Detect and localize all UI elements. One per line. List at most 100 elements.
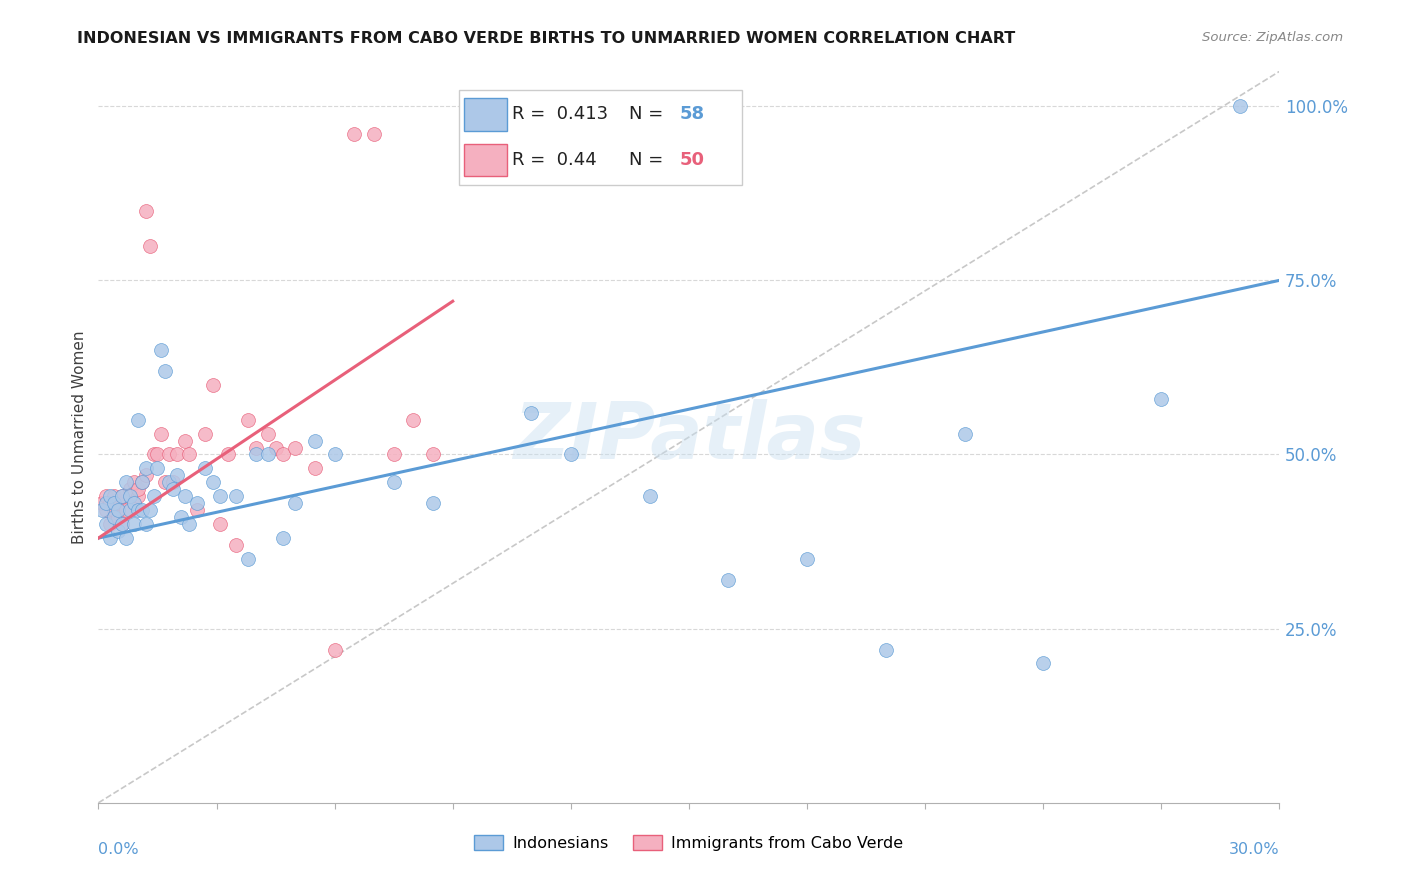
Point — [157, 475, 180, 490]
Point — [118, 503, 141, 517]
Point — [122, 496, 145, 510]
Point — [115, 475, 138, 490]
Point — [118, 489, 141, 503]
Point — [103, 510, 125, 524]
Point — [796, 552, 818, 566]
Point — [131, 475, 153, 490]
Point — [1032, 657, 1054, 671]
Point — [166, 448, 188, 462]
Point — [323, 448, 346, 462]
Point — [96, 517, 118, 532]
Point — [273, 531, 295, 545]
Point — [170, 510, 193, 524]
Point — [225, 538, 247, 552]
Point — [118, 483, 141, 497]
Point — [142, 489, 165, 503]
Point — [217, 448, 239, 462]
Point — [209, 489, 232, 503]
Point — [115, 503, 138, 517]
Point — [363, 127, 385, 141]
Point — [201, 475, 224, 490]
Point — [111, 517, 134, 532]
Point — [107, 510, 129, 524]
Point — [122, 475, 145, 490]
Point — [186, 496, 208, 510]
Point — [174, 489, 197, 503]
Point — [323, 642, 346, 657]
Point — [225, 489, 247, 503]
Point — [284, 441, 307, 455]
Point — [236, 412, 259, 426]
Point — [131, 503, 153, 517]
Text: 0.0%: 0.0% — [98, 842, 139, 856]
Point — [98, 517, 121, 532]
Legend: Indonesians, Immigrants from Cabo Verde: Indonesians, Immigrants from Cabo Verde — [468, 828, 910, 857]
Point — [304, 461, 326, 475]
Point — [245, 448, 267, 462]
Point — [91, 503, 114, 517]
Point — [875, 642, 897, 657]
Point — [422, 496, 444, 510]
Point — [177, 448, 200, 462]
Point — [138, 238, 160, 252]
Point — [422, 448, 444, 462]
Point — [560, 448, 582, 462]
Point — [953, 426, 976, 441]
Point — [111, 517, 134, 532]
Point — [166, 468, 188, 483]
Point — [264, 441, 287, 455]
Point — [98, 489, 121, 503]
Point — [115, 531, 138, 545]
Point — [273, 448, 295, 462]
Point — [107, 524, 129, 538]
Point — [155, 364, 177, 378]
Point — [638, 489, 661, 503]
Point — [1150, 392, 1173, 406]
Point — [127, 503, 149, 517]
Point — [382, 448, 405, 462]
Point — [111, 489, 134, 503]
Point — [122, 496, 145, 510]
Point — [135, 203, 157, 218]
Point — [402, 412, 425, 426]
Point — [135, 468, 157, 483]
Point — [245, 441, 267, 455]
Point — [103, 496, 125, 510]
Point — [135, 461, 157, 475]
Point — [209, 517, 232, 532]
Point — [177, 517, 200, 532]
Point — [127, 489, 149, 503]
Point — [98, 496, 121, 510]
Point — [118, 489, 141, 503]
Point — [111, 489, 134, 503]
Text: 30.0%: 30.0% — [1229, 842, 1279, 856]
Point — [98, 531, 121, 545]
Point — [91, 496, 114, 510]
Point — [96, 496, 118, 510]
Point — [174, 434, 197, 448]
Point — [96, 503, 118, 517]
Point — [194, 426, 217, 441]
Point — [150, 343, 173, 357]
Point — [96, 489, 118, 503]
Point — [127, 483, 149, 497]
Point — [122, 517, 145, 532]
Point — [186, 503, 208, 517]
Point — [382, 475, 405, 490]
Point — [520, 406, 543, 420]
Point — [256, 426, 278, 441]
Point — [142, 448, 165, 462]
Point — [162, 475, 184, 490]
Point — [103, 489, 125, 503]
Point — [236, 552, 259, 566]
Point — [146, 461, 169, 475]
Text: INDONESIAN VS IMMIGRANTS FROM CABO VERDE BIRTHS TO UNMARRIED WOMEN CORRELATION C: INDONESIAN VS IMMIGRANTS FROM CABO VERDE… — [77, 31, 1015, 46]
Point — [343, 127, 366, 141]
Point — [146, 448, 169, 462]
Text: ZIPatlas: ZIPatlas — [513, 399, 865, 475]
Y-axis label: Births to Unmarried Women: Births to Unmarried Women — [72, 330, 87, 544]
Point — [256, 448, 278, 462]
Point — [194, 461, 217, 475]
Point — [107, 503, 129, 517]
Point — [131, 475, 153, 490]
